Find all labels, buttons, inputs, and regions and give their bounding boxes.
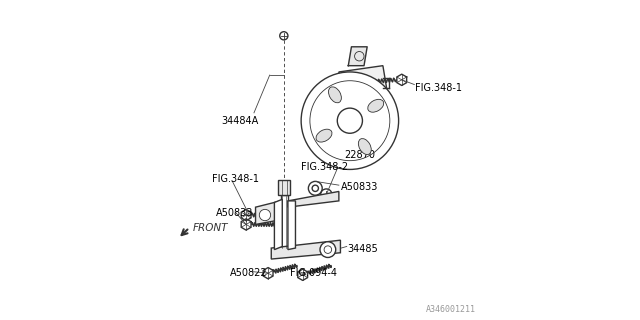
Polygon shape <box>288 201 296 250</box>
Polygon shape <box>281 195 288 254</box>
Polygon shape <box>339 66 389 110</box>
Polygon shape <box>275 199 282 250</box>
Circle shape <box>301 72 399 169</box>
Ellipse shape <box>358 139 371 155</box>
Text: A346001211: A346001211 <box>426 305 476 314</box>
Ellipse shape <box>368 99 384 112</box>
Polygon shape <box>278 180 290 195</box>
Circle shape <box>320 242 336 258</box>
Text: FRONT: FRONT <box>193 223 228 233</box>
Polygon shape <box>348 47 367 66</box>
Circle shape <box>337 108 362 133</box>
Text: A50833: A50833 <box>216 208 253 219</box>
Text: 34484A: 34484A <box>221 116 258 126</box>
Text: 34485: 34485 <box>348 244 378 254</box>
Text: FIG.348-2: FIG.348-2 <box>301 162 348 172</box>
Text: A50822: A50822 <box>230 268 268 277</box>
Text: 22870: 22870 <box>344 150 376 160</box>
Text: FIG.348-1: FIG.348-1 <box>211 174 259 184</box>
Text: FIG.348-1: FIG.348-1 <box>415 83 462 93</box>
Text: A50833: A50833 <box>340 182 378 192</box>
Polygon shape <box>288 191 339 207</box>
Polygon shape <box>271 240 340 259</box>
Ellipse shape <box>316 129 332 142</box>
Polygon shape <box>255 201 281 224</box>
Ellipse shape <box>328 87 341 103</box>
Circle shape <box>259 209 271 221</box>
Text: FIG.094-4: FIG.094-4 <box>290 268 337 277</box>
